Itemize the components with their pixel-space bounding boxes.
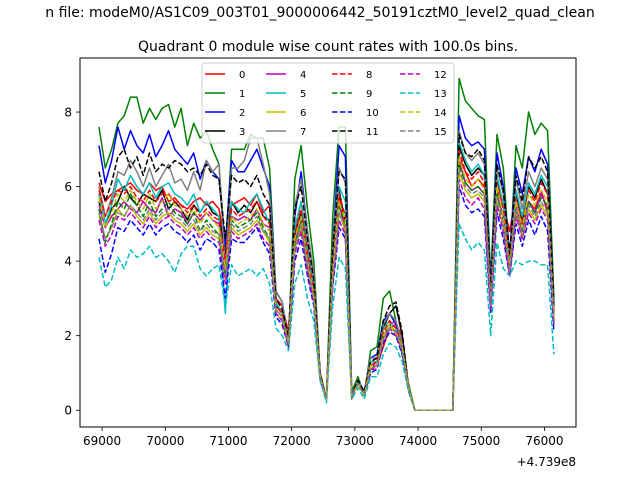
- y-tick-label: 4: [64, 255, 72, 269]
- legend-label-1: 1: [239, 89, 245, 100]
- legend-label-15: 15: [434, 127, 447, 138]
- legend-label-13: 13: [434, 89, 447, 100]
- legend-label-14: 14: [434, 108, 447, 119]
- legend-label-5: 5: [300, 89, 306, 100]
- legend-box: [201, 62, 455, 144]
- series-line-13: [98, 223, 555, 411]
- axes-frame: [79, 57, 577, 428]
- y-tick-label: 0: [64, 404, 72, 418]
- legend-label-12: 12: [434, 70, 447, 81]
- y-tick-label: 6: [64, 180, 72, 194]
- x-tick-label: 70000: [146, 434, 184, 448]
- series-line-11: [98, 133, 555, 411]
- y-tick-label: 2: [64, 329, 72, 343]
- legend-label-10: 10: [366, 108, 379, 119]
- x-tick-label: 76000: [525, 434, 563, 448]
- y-tick-label: 8: [64, 106, 72, 120]
- legend-label-9: 9: [366, 89, 372, 100]
- legend-label-0: 0: [239, 70, 245, 81]
- x-tick-label: 72000: [273, 434, 311, 448]
- x-tick-label: 74000: [399, 434, 437, 448]
- series-layer: [98, 77, 555, 411]
- series-line-14: [98, 156, 555, 411]
- x-tick-label: 75000: [462, 434, 500, 448]
- legend-label-8: 8: [366, 70, 372, 81]
- x-tick-label: 69000: [83, 434, 121, 448]
- legend-label-3: 3: [239, 127, 245, 138]
- x-tick-label: 73000: [336, 434, 374, 448]
- figure-suptitle: n file: modeM0/AS1C09_003T01_9000006442_…: [45, 5, 594, 21]
- ticks-layer: 69000 70000 71000 72000 73000 74000 75000 76000…: [64, 106, 563, 448]
- legend-label-2: 2: [239, 108, 245, 119]
- chart-title: Quadrant 0 module wise count rates with …: [138, 39, 518, 55]
- legend-label-11: 11: [366, 127, 379, 138]
- legend-label-7: 7: [300, 127, 306, 138]
- x-tick-label: 71000: [209, 434, 247, 448]
- legend-label-4: 4: [300, 70, 306, 81]
- x-offset-text: +4.739e8: [517, 455, 576, 469]
- legend-label-6: 6: [300, 108, 306, 119]
